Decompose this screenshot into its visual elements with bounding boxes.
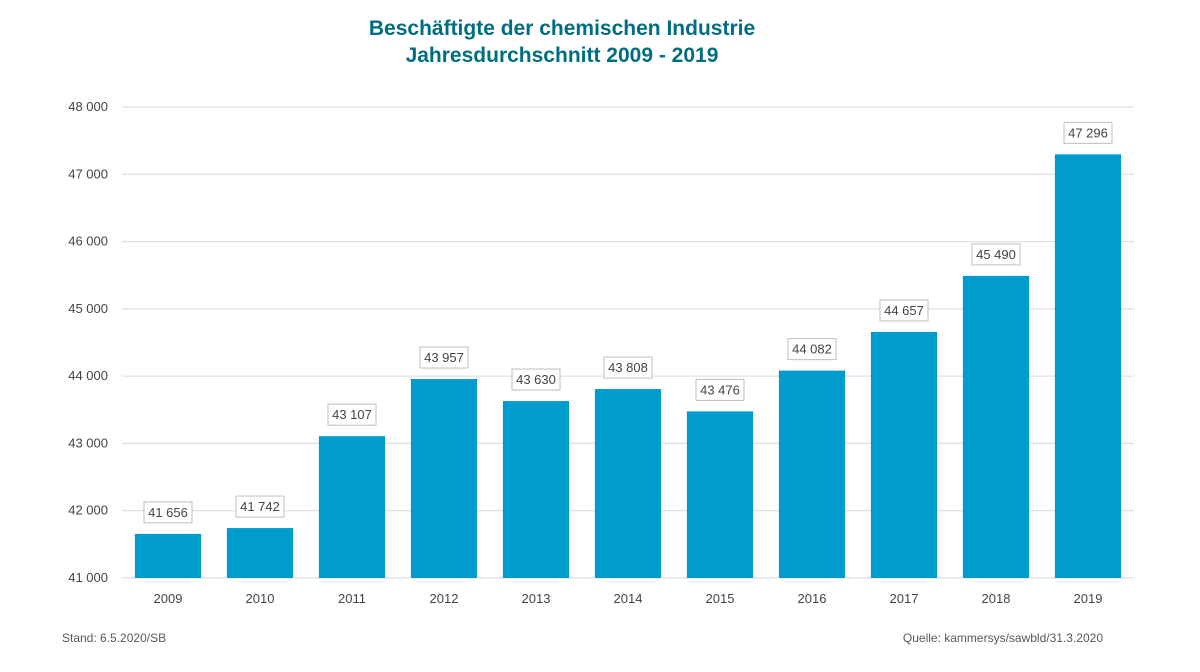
data-label-box xyxy=(511,368,561,391)
data-labels: 41 656 41 742 43 107 43 957 43 630 43 808 43 4… xyxy=(143,121,1113,524)
data-label: 44 657 xyxy=(884,303,924,318)
footer-source: Quelle: kammersys/sawbld/31.3.2020 xyxy=(903,631,1103,645)
y-tick-label: 41 000 xyxy=(68,570,108,585)
bar xyxy=(594,389,662,578)
y-tick-label: 47 000 xyxy=(68,166,108,181)
x-tick-label: 2010 xyxy=(246,591,275,606)
bar xyxy=(778,370,846,578)
x-axis-ticks: 2009 2010 2011 2012 2013 2014 2015 2016 2017 2018… xyxy=(154,591,1103,606)
y-tick-label: 42 000 xyxy=(68,503,108,518)
bar xyxy=(318,436,386,578)
data-label-box xyxy=(1063,121,1113,144)
y-tick-label: 44 000 xyxy=(68,368,108,383)
data-label-box xyxy=(235,495,285,518)
x-tick-label: 2017 xyxy=(890,591,919,606)
x-tick-label: 2016 xyxy=(798,591,827,606)
x-tick-label: 2015 xyxy=(706,591,735,606)
y-tick-label: 45 000 xyxy=(68,301,108,316)
data-label: 41 656 xyxy=(148,505,188,520)
bars xyxy=(134,154,1122,578)
data-label: 45 490 xyxy=(976,247,1016,262)
data-label: 43 107 xyxy=(332,407,372,422)
bar xyxy=(1054,154,1122,578)
data-label-box xyxy=(327,403,377,426)
data-label-box xyxy=(419,346,469,369)
data-label: 43 476 xyxy=(700,382,740,397)
y-tick-label: 46 000 xyxy=(68,234,108,249)
bar xyxy=(410,379,478,578)
data-label-box xyxy=(787,338,837,361)
bar xyxy=(226,528,294,578)
data-label: 44 082 xyxy=(792,342,832,357)
data-label: 43 630 xyxy=(516,372,556,387)
footer-stand: Stand: 6.5.2020/SB xyxy=(62,631,166,645)
x-tick-label: 2014 xyxy=(614,591,643,606)
data-label-box xyxy=(143,501,193,524)
x-tick-label: 2012 xyxy=(430,591,459,606)
bar xyxy=(962,275,1030,578)
x-tick-label: 2018 xyxy=(982,591,1011,606)
y-tick-label: 48 000 xyxy=(68,99,108,114)
bar xyxy=(502,401,570,578)
bar xyxy=(870,331,938,578)
data-label-box xyxy=(971,243,1021,266)
data-label: 43 957 xyxy=(424,350,464,365)
x-tick-label: 2019 xyxy=(1074,591,1103,606)
y-tick-label: 43 000 xyxy=(68,435,108,450)
data-label: 47 296 xyxy=(1068,125,1108,140)
y-axis-ticks: 41 000 42 000 43 000 44 000 45 000 46 000 47 0… xyxy=(68,99,108,585)
x-tick-label: 2009 xyxy=(154,591,183,606)
x-tick-label: 2013 xyxy=(522,591,551,606)
data-label-box xyxy=(695,378,745,401)
x-tick-label: 2011 xyxy=(338,591,366,606)
data-label-box xyxy=(879,299,929,322)
data-label-box xyxy=(603,356,653,379)
chart-title: Beschäftigte der chemischen Industrie xyxy=(369,17,755,40)
bar xyxy=(134,533,202,578)
data-label: 43 808 xyxy=(608,360,648,375)
data-label: 41 742 xyxy=(240,499,280,514)
chart-subtitle: Jahresdurchschnitt 2009 - 2019 xyxy=(406,44,719,67)
bar xyxy=(686,411,754,578)
